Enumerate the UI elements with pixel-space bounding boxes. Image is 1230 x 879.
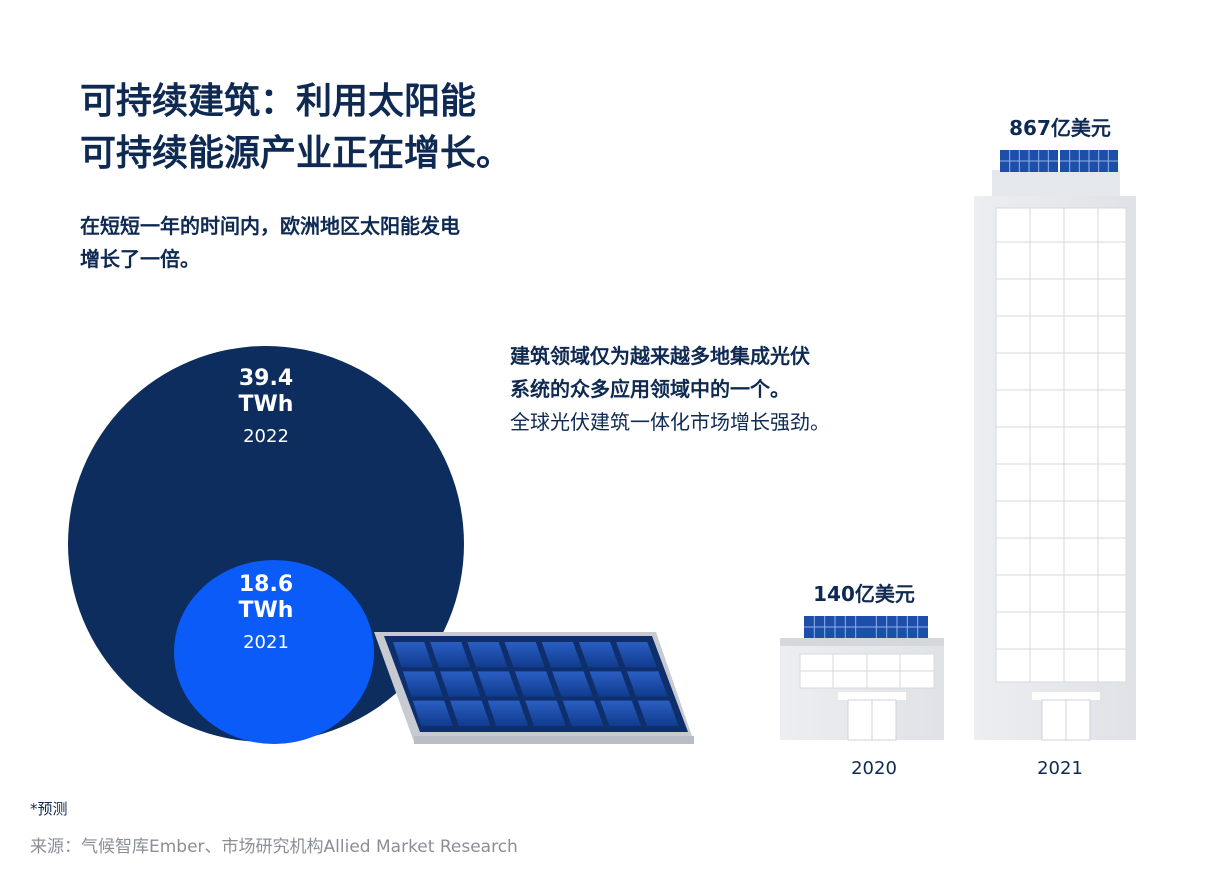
solar-cell	[589, 671, 631, 697]
description-line-2: 系统的众多应用领域中的一个。	[510, 377, 790, 401]
year-label-2021: 2021	[1037, 758, 1083, 779]
building-icon	[780, 616, 944, 741]
solar-cell	[552, 671, 593, 697]
title-line-1: 可持续建筑：利用太阳能	[80, 81, 477, 122]
building-icon	[974, 150, 1136, 741]
solar-cell	[541, 642, 583, 668]
solar-cell	[578, 642, 620, 668]
page-title: 可持续建筑：利用太阳能 可持续能源产业正在增长。	[80, 76, 512, 180]
solar-cell	[477, 671, 518, 697]
solar-cell	[430, 642, 471, 668]
solar-cell	[393, 642, 433, 668]
solar-cell	[616, 642, 657, 668]
bubble-2022-unit: TWh	[238, 392, 294, 417]
source-note: 来源：气候智库Ember、市场研究机构Allied Market Researc…	[30, 837, 518, 857]
solar-panel-icon	[374, 632, 694, 744]
subtitle-line-1: 在短短一年的时间内，欧洲地区太阳能发电	[80, 214, 460, 238]
description-line-3: 全球光伏建筑一体化市场增长强劲。	[510, 410, 830, 434]
bubble-2022-label: 39.4 TWh 2022	[216, 366, 316, 448]
bubble-2022-value: 39.4	[238, 366, 294, 391]
solar-cell	[467, 642, 508, 668]
bubble-2021-value: 18.6	[238, 572, 294, 597]
solar-cell	[600, 700, 642, 726]
bubble-2021	[174, 560, 374, 744]
solar-cell	[440, 671, 481, 697]
value-label-2021: 867亿美元	[1009, 116, 1111, 140]
title-line-2: 可持续能源产业正在增长。	[80, 133, 513, 174]
solar-cell	[626, 671, 668, 697]
year-label-2020: 2020	[851, 758, 897, 779]
solar-cell	[504, 642, 545, 668]
solar-cell	[562, 700, 604, 726]
description-line-1: 建筑领域仅为越来越多地集成光伏	[510, 344, 810, 368]
solar-cell	[514, 671, 556, 697]
footnote: *预测	[30, 800, 68, 818]
bubble-2021-unit: TWh	[238, 598, 294, 623]
bubble-2021-label: 18.6 TWh 2021	[216, 572, 316, 654]
solar-cell	[450, 700, 491, 726]
bubble-2022-year: 2022	[243, 426, 289, 447]
solar-cell	[402, 671, 443, 697]
solar-cell	[637, 700, 679, 726]
solar-cell	[487, 700, 529, 726]
subtitle-line-2: 增长了一倍。	[80, 247, 200, 271]
solar-cell	[525, 700, 566, 726]
value-label-2020: 140亿美元	[813, 582, 915, 606]
bubble-2021-year: 2021	[243, 632, 289, 653]
subtitle: 在短短一年的时间内，欧洲地区太阳能发电 增长了一倍。	[80, 210, 460, 276]
solar-cell	[412, 700, 453, 726]
bipv-description: 建筑领域仅为越来越多地集成光伏 系统的众多应用领域中的一个。 全球光伏建筑一体化…	[510, 340, 830, 439]
